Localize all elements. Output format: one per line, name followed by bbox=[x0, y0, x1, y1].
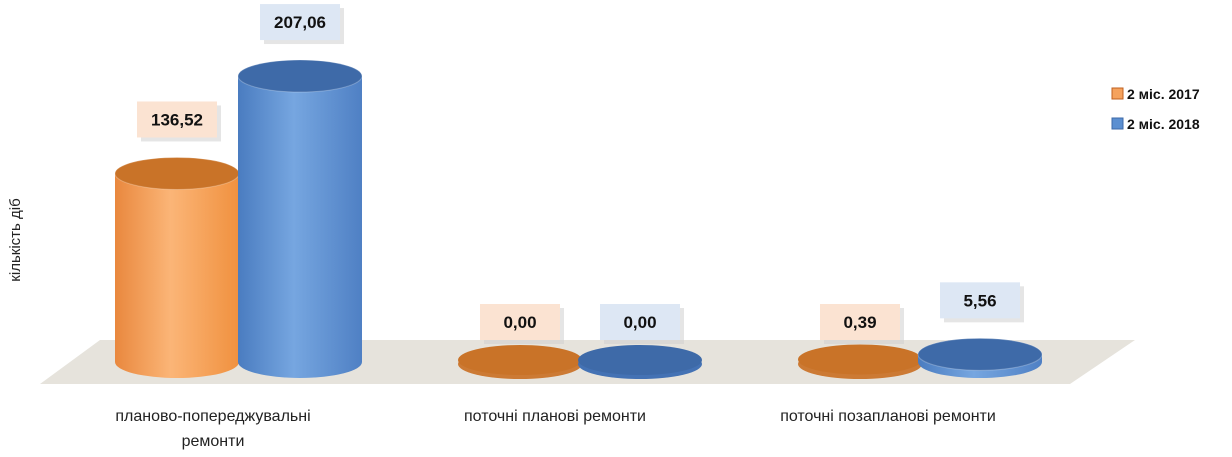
svg-text:ремонти: ремонти bbox=[182, 433, 245, 450]
bar-0-0 bbox=[114, 156, 240, 378]
data-label-0-2: 0,39 bbox=[820, 304, 904, 344]
legend-item-1: 2 міс. 2018 bbox=[1111, 116, 1200, 132]
bar-1-2 bbox=[917, 337, 1043, 378]
data-label-1-0: 207,06 bbox=[260, 4, 344, 45]
category-label-0: планово-попереджувальні ремонти bbox=[115, 408, 310, 450]
legend: 2 міс. 2017 2 міс. 2018 bbox=[1111, 86, 1200, 132]
bar-1-0 bbox=[237, 59, 363, 378]
svg-text:0,00: 0,00 bbox=[503, 313, 536, 332]
svg-text:планово-попереджувальні: планово-попереджувальні bbox=[115, 408, 310, 425]
data-label-1-2: 5,56 bbox=[940, 282, 1024, 323]
category-label-2: поточні позапланові ремонти bbox=[780, 408, 996, 425]
svg-text:5,56: 5,56 bbox=[963, 291, 996, 310]
svg-text:0,39: 0,39 bbox=[843, 313, 876, 332]
legend-item-0: 2 міс. 2017 bbox=[1111, 86, 1200, 102]
data-label-0-1: 0,00 bbox=[480, 304, 564, 344]
svg-text:поточні планові ремонти: поточні планові ремонти bbox=[464, 408, 646, 425]
bar-1-1 bbox=[578, 345, 702, 379]
bar-0-1 bbox=[458, 345, 582, 379]
category-label-1: поточні планові ремонти bbox=[464, 408, 646, 425]
svg-text:136,52: 136,52 bbox=[151, 110, 203, 129]
svg-text:0,00: 0,00 bbox=[623, 313, 656, 332]
bar-0-2 bbox=[798, 344, 922, 379]
svg-text:поточні позапланові ремонти: поточні позапланові ремонти bbox=[780, 408, 996, 425]
svg-text:207,06: 207,06 bbox=[274, 13, 326, 32]
svg-text:2 міс. 2017: 2 міс. 2017 bbox=[1127, 86, 1200, 102]
y-axis-label: кількість діб bbox=[7, 198, 24, 281]
data-label-1-1: 0,00 bbox=[600, 304, 684, 344]
data-label-0-0: 136,52 bbox=[137, 101, 221, 142]
svg-text:2 міс. 2018: 2 міс. 2018 bbox=[1127, 116, 1200, 132]
